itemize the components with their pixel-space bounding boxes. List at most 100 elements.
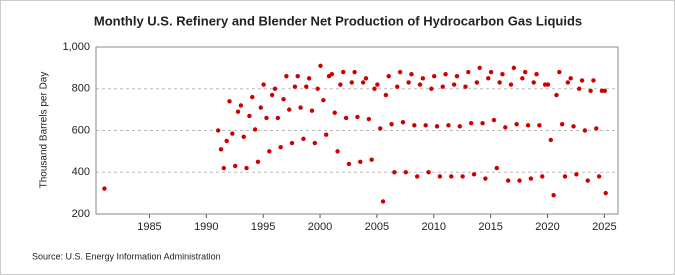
point — [363, 76, 369, 81]
x-tick-label: 2000 — [308, 221, 332, 233]
y-tick-label: 400 — [72, 166, 90, 178]
point — [491, 117, 497, 123]
point — [457, 124, 463, 129]
point — [247, 113, 252, 119]
point — [409, 71, 414, 77]
point — [554, 92, 559, 98]
point — [551, 193, 556, 198]
point — [582, 128, 588, 133]
point — [349, 80, 354, 85]
point — [540, 174, 545, 179]
point — [494, 165, 499, 171]
plot-area — [95, 46, 619, 215]
point — [218, 147, 224, 152]
point — [460, 174, 465, 179]
point — [508, 82, 514, 87]
point — [412, 123, 417, 128]
point — [503, 125, 508, 130]
point — [378, 126, 383, 131]
point — [434, 124, 440, 129]
point — [477, 65, 482, 71]
point — [389, 122, 394, 127]
point — [397, 69, 403, 75]
point — [468, 120, 474, 126]
point — [329, 71, 335, 77]
point — [474, 80, 480, 85]
point — [446, 123, 451, 128]
point — [471, 172, 477, 177]
y-tick-label: 800 — [72, 83, 90, 95]
point — [269, 92, 275, 98]
point — [517, 178, 522, 183]
point — [603, 190, 608, 196]
point — [429, 86, 434, 91]
point — [230, 131, 235, 136]
point — [483, 176, 488, 181]
point — [514, 122, 519, 127]
point — [395, 84, 400, 89]
point — [315, 86, 320, 91]
point — [466, 69, 471, 75]
point — [528, 176, 534, 181]
y-axis-label: Thousand Barrels per Day — [39, 72, 50, 189]
point — [432, 74, 437, 79]
point — [562, 174, 568, 179]
point — [523, 69, 528, 75]
point — [318, 63, 323, 68]
point — [568, 76, 573, 81]
point — [224, 138, 229, 144]
point — [557, 69, 562, 75]
point — [292, 84, 298, 89]
point — [500, 71, 505, 77]
point — [497, 80, 502, 85]
point — [323, 132, 329, 137]
point — [332, 110, 337, 115]
point — [525, 123, 531, 128]
x-tick-label: 2010 — [422, 221, 446, 233]
point — [255, 159, 261, 165]
point — [548, 137, 553, 143]
point — [306, 76, 312, 81]
point — [437, 174, 443, 179]
x-tick-label: 1990 — [194, 221, 218, 233]
point — [343, 115, 349, 121]
point — [360, 80, 366, 85]
point — [440, 84, 445, 89]
point — [488, 69, 494, 75]
point — [585, 178, 590, 183]
point — [486, 76, 491, 81]
point — [565, 80, 571, 85]
point — [406, 80, 411, 85]
point — [596, 174, 602, 179]
point — [338, 82, 343, 87]
x-tick-label: 2015 — [478, 221, 502, 233]
point — [380, 199, 386, 204]
x-tick-label: 1985 — [137, 221, 161, 233]
point — [355, 114, 360, 120]
chart-title: Monthly U.S. Refinery and Blender Net Pr… — [94, 13, 582, 28]
point — [386, 74, 391, 79]
point — [577, 86, 582, 91]
point — [534, 71, 539, 77]
point — [417, 82, 423, 87]
point — [531, 80, 536, 85]
point — [571, 124, 576, 129]
y-tick-label: 600 — [72, 124, 90, 136]
point — [392, 170, 397, 175]
point — [267, 149, 272, 154]
y-tick-label: 200 — [72, 208, 90, 220]
point — [463, 84, 468, 89]
point — [480, 120, 485, 126]
point — [241, 134, 246, 139]
point — [420, 76, 426, 81]
point — [375, 82, 380, 87]
point — [505, 178, 511, 183]
x-tick-label: 2020 — [535, 221, 559, 233]
point — [520, 76, 525, 81]
point — [258, 105, 263, 110]
point — [321, 98, 326, 103]
point — [335, 149, 340, 154]
point — [287, 107, 292, 112]
point — [227, 99, 232, 104]
